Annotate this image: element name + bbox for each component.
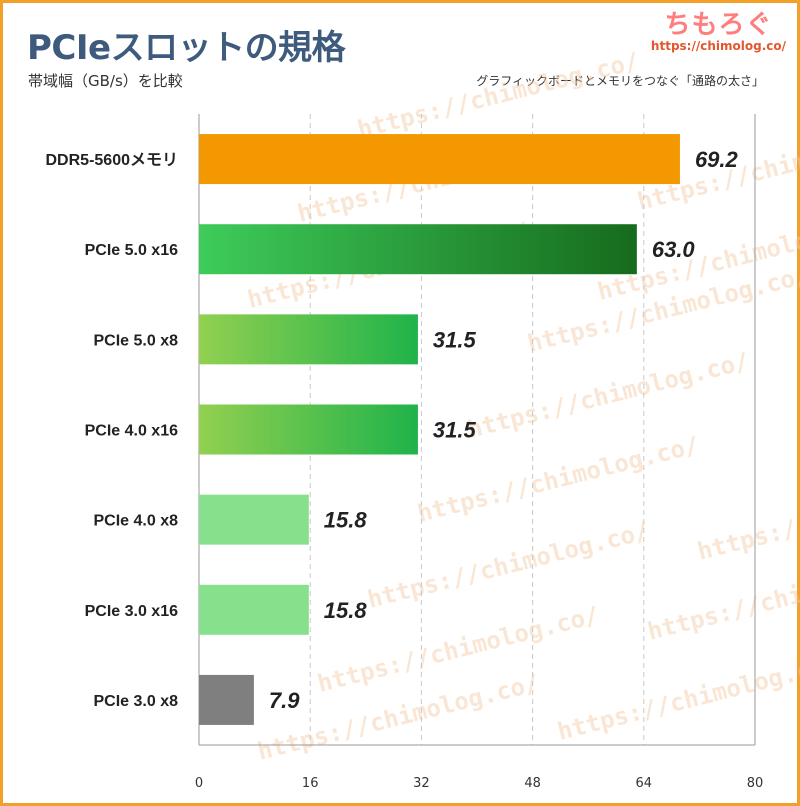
- category-label: PCIe 3.0 x16: [85, 603, 179, 620]
- category-labels: DDR5-5600メモリ PCIe 5.0 x16 PCIe 5.0 x8 PCIe …: [46, 152, 179, 710]
- watermark-text: https://chimolog.co/: [555, 649, 800, 746]
- category-label: PCIe 4.0 x16: [85, 423, 179, 440]
- bar: [199, 314, 418, 365]
- x-tick-label: 16: [302, 776, 319, 791]
- category-label: PCIe 3.0 x8: [94, 693, 179, 710]
- gridlines: [198, 114, 756, 746]
- value-labels: 69.2 63.0 31.5 31.5 15.8 15.8 7.9: [269, 147, 739, 713]
- value-label: 31.5: [433, 327, 477, 352]
- bar: [199, 494, 309, 545]
- logo-url: https://chimolog.co/: [650, 39, 786, 53]
- watermark-text: https://chimolog.co/: [365, 517, 652, 614]
- value-label: 31.5: [433, 418, 477, 443]
- value-label: 63.0: [652, 237, 696, 262]
- logo-title: ちもろぐ: [664, 10, 773, 40]
- watermark-text: https://chimolog.co/: [465, 347, 752, 444]
- chart-note: グラフィックボードとメモリをつなぐ「通路の太さ」: [476, 74, 764, 88]
- x-tick-label: 0: [195, 776, 203, 791]
- category-label: PCIe 5.0 x8: [94, 332, 179, 349]
- watermark-text: https://chimolog.co/: [695, 469, 800, 566]
- site-logo: ちもろぐ https://chimolog.co/: [651, 4, 786, 53]
- x-tick-label: 32: [413, 776, 430, 791]
- watermark-text: https://chimolog.co/: [255, 669, 542, 766]
- watermark-text: https://chimolog.co/: [415, 431, 702, 528]
- bar: [199, 224, 637, 275]
- value-label: 7.9: [269, 688, 300, 713]
- bar: [199, 134, 680, 185]
- watermark-text: https://chimolog.co/: [645, 549, 800, 646]
- bar: [199, 404, 418, 455]
- chart-title: PCIeスロットの規格: [27, 28, 346, 68]
- bar: [199, 674, 254, 725]
- category-label: DDR5-5600メモリ: [46, 152, 179, 169]
- value-label: 69.2: [695, 147, 739, 172]
- category-label: PCIe 5.0 x16: [85, 242, 179, 259]
- x-tick-labels: 0 16 32 48 64 80: [195, 776, 763, 791]
- x-tick-label: 80: [747, 776, 764, 791]
- value-label: 15.8: [324, 598, 368, 623]
- category-label: PCIe 4.0 x8: [94, 513, 179, 530]
- x-tick-label: 64: [636, 776, 653, 791]
- bars: [199, 134, 680, 725]
- chart-subtitle: 帯域幅（GB/s）を比較: [28, 72, 183, 90]
- value-label: 15.8: [324, 508, 368, 533]
- bar: [199, 584, 309, 635]
- x-tick-label: 48: [524, 776, 541, 791]
- watermark-text: https://chimolog.co/: [355, 47, 642, 144]
